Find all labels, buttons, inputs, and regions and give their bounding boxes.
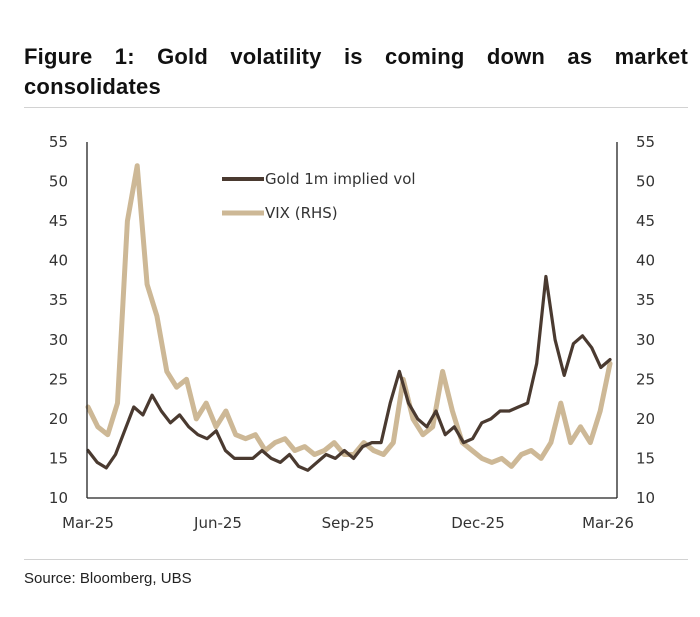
series-layer (85, 163, 613, 472)
line-chart: 10 15 20 25 30 35 40 45 50 55 10 15 20 25 30 35 40 45 50 5… (49, 133, 655, 532)
right-y-tick-label: 35 (636, 291, 655, 309)
left-y-axis-ticks: 10 15 20 25 30 35 40 45 50 55 (49, 133, 68, 507)
x-tick-label: Sep-25 (322, 514, 375, 532)
right-y-tick-label: 45 (636, 212, 655, 230)
right-y-tick-label: 40 (636, 252, 655, 270)
left-y-tick-label: 45 (49, 212, 68, 230)
right-y-tick-label: 25 (636, 370, 655, 388)
left-y-tick-label: 35 (49, 291, 68, 309)
x-tick-label: Jun-25 (193, 514, 242, 532)
right-y-tick-label: 55 (636, 133, 655, 151)
right-y-tick-label: 30 (636, 331, 655, 349)
left-y-tick-label: 40 (49, 252, 68, 270)
x-tick-label: Mar-26 (582, 514, 634, 532)
right-y-tick-label: 50 (636, 173, 655, 191)
legend-label-vix: VIX (RHS) (265, 204, 338, 222)
source-note: Source: Bloomberg, UBS (24, 570, 192, 587)
left-y-tick-label: 20 (49, 410, 68, 428)
x-tick-label: Dec-25 (451, 514, 505, 532)
left-y-tick-label: 15 (49, 449, 68, 467)
left-y-tick-label: 55 (49, 133, 68, 151)
x-tick-label: Mar-25 (62, 514, 114, 532)
title-divider (24, 107, 688, 108)
right-y-tick-label: 10 (636, 489, 655, 507)
left-y-tick-label: 10 (49, 489, 68, 507)
left-y-tick-label: 25 (49, 370, 68, 388)
legend: Gold 1m implied vol VIX (RHS) (222, 170, 416, 222)
figure-title: Figure 1: Gold volatility is coming down… (24, 44, 688, 99)
left-y-tick-label: 50 (49, 173, 68, 191)
right-y-tick-label: 15 (636, 449, 655, 467)
vix-line (85, 163, 613, 469)
right-y-axis-ticks: 10 15 20 25 30 35 40 45 50 55 (636, 133, 655, 507)
legend-label-gold: Gold 1m implied vol (265, 170, 416, 188)
right-y-tick-label: 20 (636, 410, 655, 428)
gold-implied-vol-line (86, 274, 612, 472)
x-axis-ticks: Mar-25 Jun-25 Sep-25 Dec-25 Mar-26 (62, 514, 634, 532)
source-divider (24, 559, 688, 560)
left-y-tick-label: 30 (49, 331, 68, 349)
